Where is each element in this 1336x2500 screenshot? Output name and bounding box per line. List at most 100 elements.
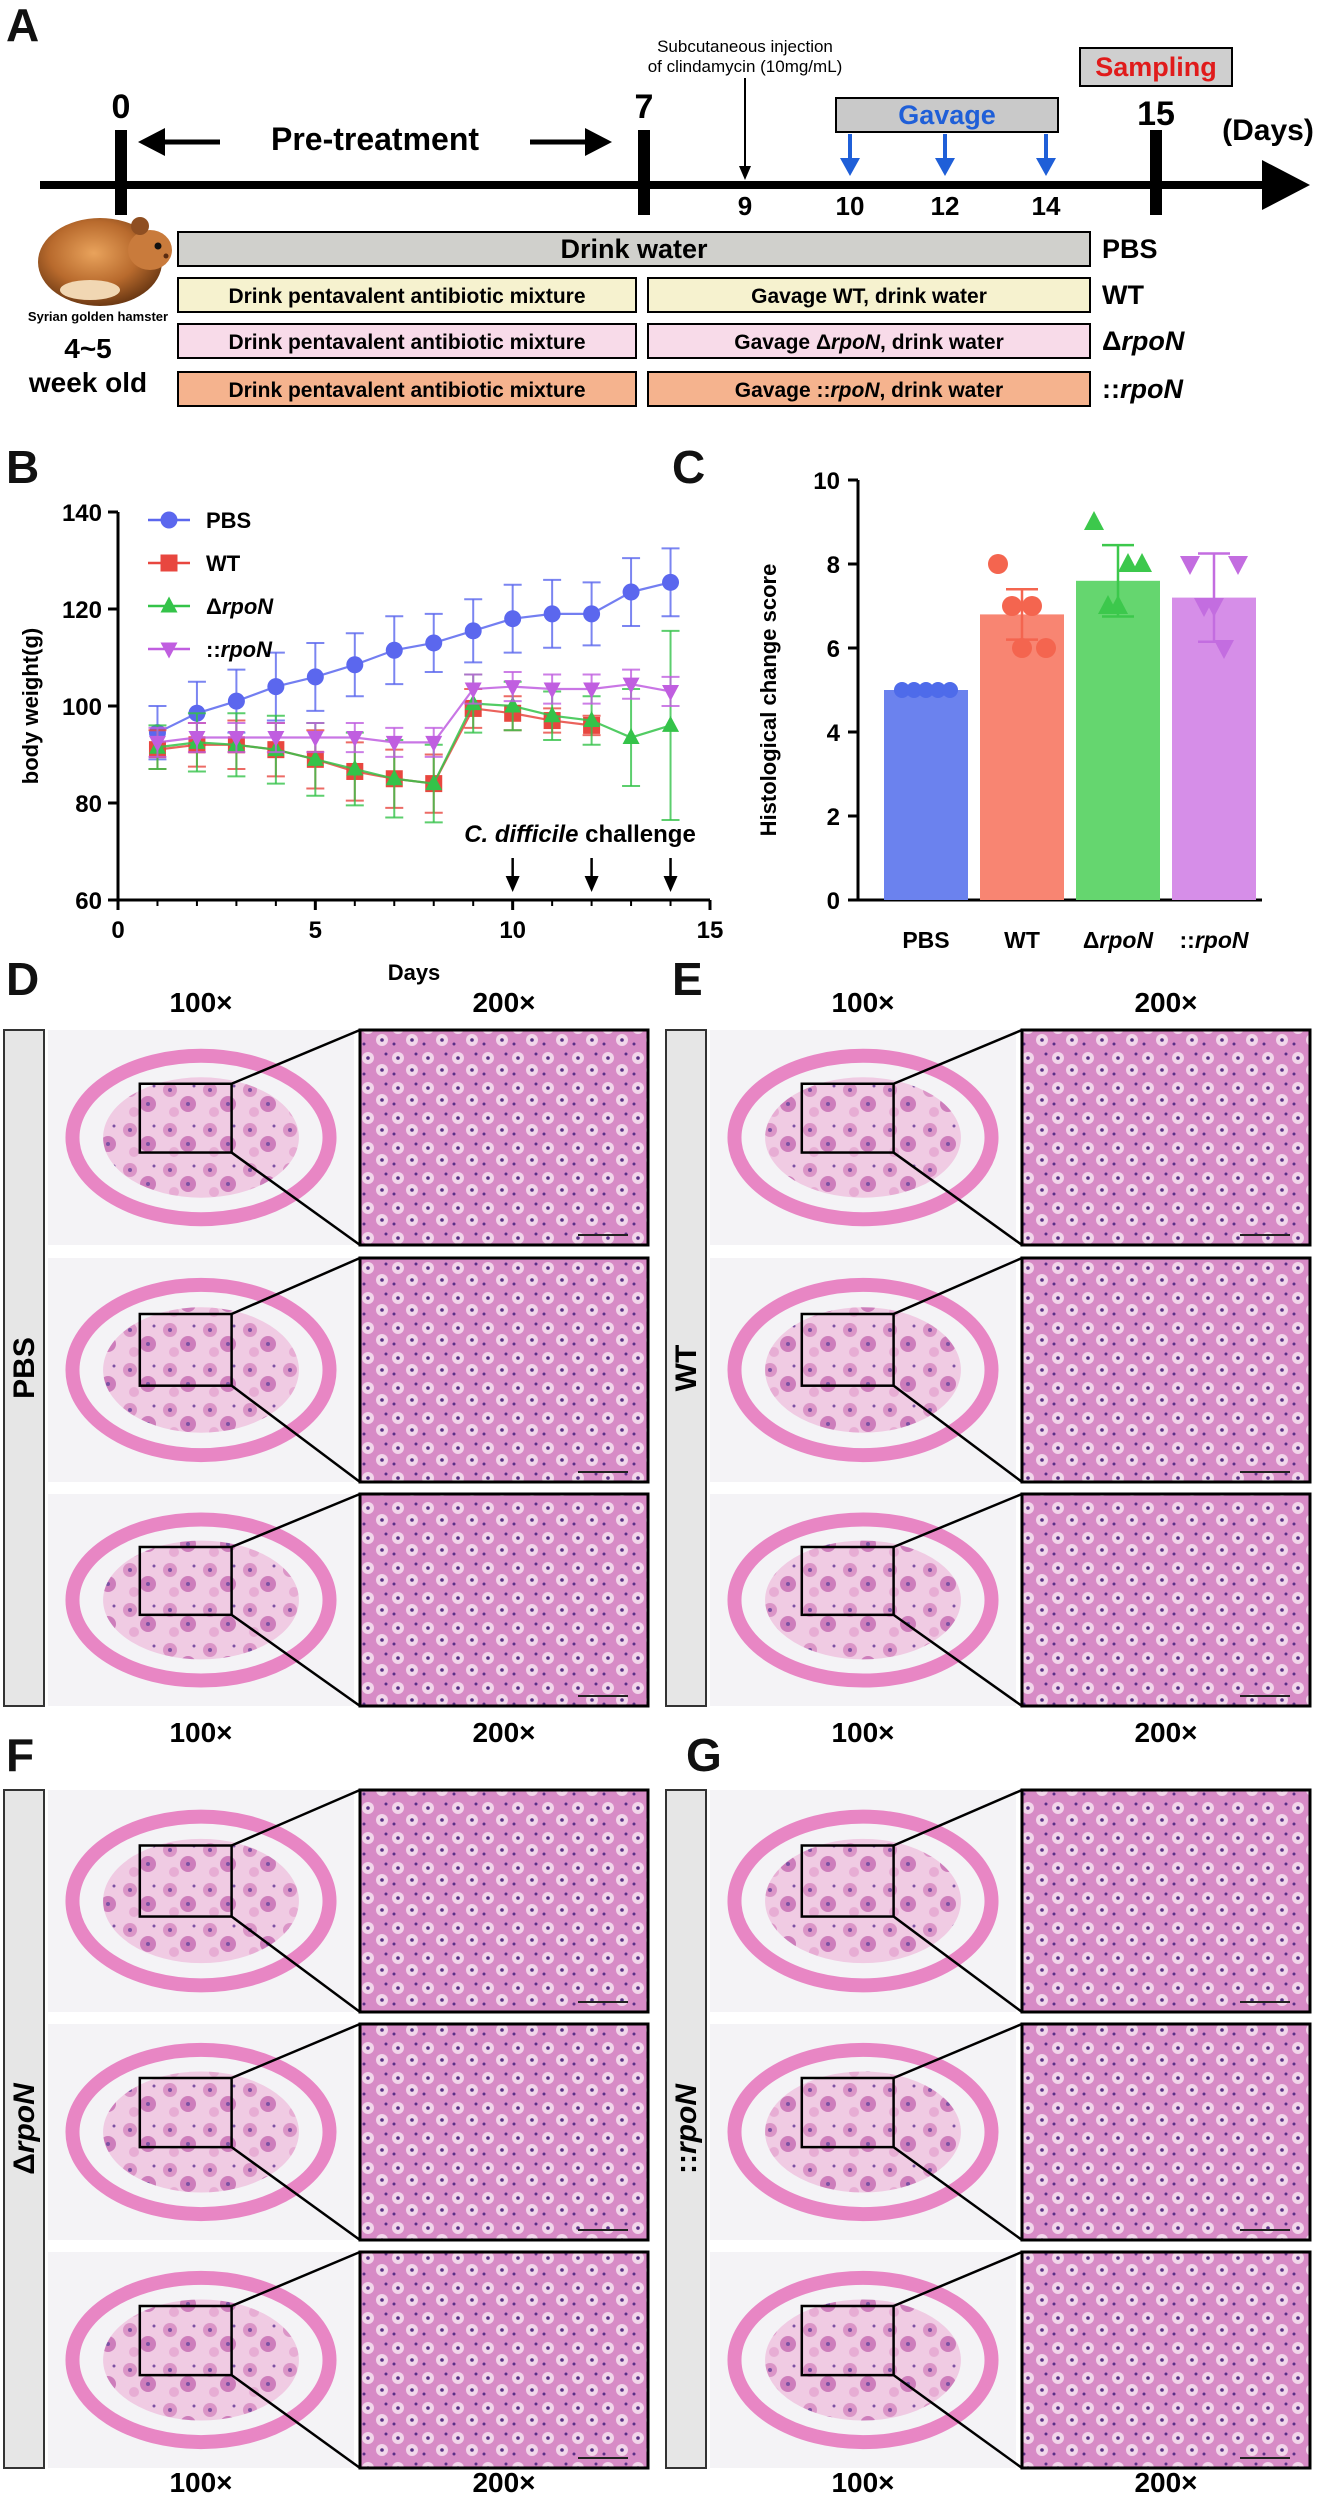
b-data-point bbox=[306, 749, 324, 766]
b-legend-label: ::rpoN bbox=[206, 637, 273, 662]
zoom-connector-top bbox=[893, 1492, 1023, 1549]
zoom-connector-top bbox=[231, 1256, 361, 1316]
row-3-right-box bbox=[647, 371, 1091, 407]
zoom-region-box bbox=[800, 2304, 895, 2377]
b-ytick-label: 100 bbox=[62, 694, 102, 721]
zoom-region-box bbox=[800, 1844, 895, 1918]
c-ytick-label: 4 bbox=[827, 720, 841, 747]
c-point bbox=[1002, 596, 1022, 616]
b-legend-label: ΔrpoN bbox=[206, 594, 274, 619]
mag-label-200x-bottom: 200× bbox=[472, 1717, 535, 1748]
zoom-connector-top bbox=[231, 1788, 361, 1847]
micrograph-200x bbox=[358, 1256, 650, 1484]
label-day12: 12 bbox=[931, 191, 960, 221]
tick-day7 bbox=[638, 130, 650, 215]
c-point bbox=[1012, 638, 1032, 658]
row-3-right-text: Gavage ::rpoN, drink water bbox=[735, 379, 1003, 402]
c-point bbox=[1132, 553, 1152, 572]
b-axes: 60 80 100 120 140 0 5 10 15 Days body weight(g) bbox=[18, 500, 723, 985]
label-day9: 9 bbox=[738, 191, 752, 221]
b-data-point bbox=[346, 656, 364, 674]
b-data-point bbox=[543, 605, 561, 623]
group-rows: Drink water PBS Drink pentavalent antibiot… bbox=[177, 231, 1185, 407]
tissue-wall bbox=[65, 1512, 337, 1688]
c-point bbox=[1204, 598, 1224, 617]
c-category-label: ΔrpoN bbox=[1083, 927, 1154, 953]
mag-label-100x-bottom: 100× bbox=[831, 1717, 894, 1748]
b-data-point bbox=[622, 728, 640, 745]
zoom-connector-top bbox=[893, 1028, 1023, 1085]
micrograph-200x bbox=[1020, 2250, 1312, 2470]
b-data-point bbox=[267, 678, 285, 696]
b-ytick-label: 120 bbox=[62, 597, 102, 624]
b-data-point bbox=[425, 774, 443, 791]
histology-score-chart: 0 2 4 6 8 10 Histological change score PBS WT Δr… bbox=[756, 468, 1262, 953]
b-data-point bbox=[662, 684, 680, 701]
age-line2: week old bbox=[28, 367, 147, 398]
c-point bbox=[1118, 553, 1138, 572]
zoom-connector-bottom bbox=[230, 2374, 361, 2470]
c-ytick-label: 6 bbox=[827, 636, 840, 663]
b-series-line bbox=[157, 702, 671, 785]
micrograph-block-2: ΔrpoN 100× 200× bbox=[3, 1788, 650, 2498]
c-point bbox=[930, 682, 946, 698]
zoom-connector-top bbox=[893, 2022, 1023, 2080]
tissue-wall bbox=[727, 1277, 999, 1463]
tick-day15 bbox=[1150, 130, 1162, 215]
mag-label-100x-top: 100× bbox=[169, 987, 232, 1018]
b-series-line bbox=[157, 683, 671, 744]
label-pretreatment: Pre-treatment bbox=[271, 121, 479, 157]
micrograph-200x bbox=[358, 1492, 650, 1708]
zoom-connector-bottom bbox=[892, 1915, 1023, 2014]
row-2-group-label: ΔrpoN bbox=[1102, 326, 1185, 356]
tissue-wall bbox=[65, 1048, 337, 1227]
pretreat-arrowhead-left bbox=[138, 128, 165, 156]
age-line1: 4~5 bbox=[64, 333, 112, 364]
b-data-point bbox=[346, 731, 364, 748]
group-side-label: WT bbox=[670, 1345, 703, 1392]
c-point bbox=[918, 682, 934, 698]
b-data-point bbox=[583, 682, 601, 699]
zoom-connector-top bbox=[231, 2250, 361, 2308]
tissue-wall bbox=[727, 1512, 999, 1688]
row-1-group-label: WT bbox=[1102, 280, 1144, 310]
row-3-left-box bbox=[177, 371, 637, 407]
micrograph-200x bbox=[1020, 1492, 1312, 1708]
zoom-connector-bottom bbox=[230, 1151, 361, 1247]
row-3-left-text: Drink pentavalent antibiotic mixture bbox=[228, 379, 585, 402]
row-1-right-text: Gavage WT, drink water bbox=[751, 285, 987, 308]
c-bar-3 bbox=[1172, 597, 1256, 900]
b-series-line bbox=[157, 707, 592, 785]
b-ytick-label: 80 bbox=[75, 791, 102, 818]
c-point bbox=[1180, 556, 1200, 575]
row-1-left-text: Drink pentavalent antibiotic mixture bbox=[228, 285, 585, 308]
mag-label-100x-bottom: 100× bbox=[169, 2467, 232, 2498]
hamster-illustration bbox=[38, 217, 172, 306]
b-xtick-label: 0 bbox=[111, 917, 124, 944]
group-side-label-box bbox=[3, 1029, 45, 1707]
pretreat-arrowhead-right bbox=[585, 128, 612, 156]
b-data-point bbox=[227, 731, 245, 748]
gavage-label: Gavage bbox=[898, 100, 996, 130]
tissue-wall bbox=[727, 1809, 999, 1993]
b-legend-marker bbox=[160, 511, 178, 529]
b-data-point bbox=[504, 696, 522, 713]
b-data-point bbox=[583, 605, 601, 623]
c-point bbox=[1022, 596, 1042, 616]
c-ytick-label: 0 bbox=[827, 888, 840, 915]
panel-label-b: B bbox=[6, 441, 40, 493]
b-legend-marker bbox=[160, 642, 178, 659]
mag-label-200x-bottom: 200× bbox=[1134, 2467, 1197, 2498]
b-xtick-label: 5 bbox=[309, 917, 322, 944]
challenge-arrows bbox=[505, 858, 678, 892]
group-side-label-box bbox=[3, 1789, 45, 2469]
timeline-arrowhead bbox=[1262, 160, 1310, 210]
tissue-mucosa bbox=[103, 1307, 299, 1433]
c-point bbox=[1214, 640, 1234, 659]
panel-label-d: D bbox=[6, 953, 40, 1005]
mag-label-100x-top: 100× bbox=[831, 987, 894, 1018]
b-y-label: body weight(g) bbox=[18, 628, 43, 784]
b-data-point bbox=[188, 731, 206, 748]
b-series-0 bbox=[148, 547, 680, 761]
